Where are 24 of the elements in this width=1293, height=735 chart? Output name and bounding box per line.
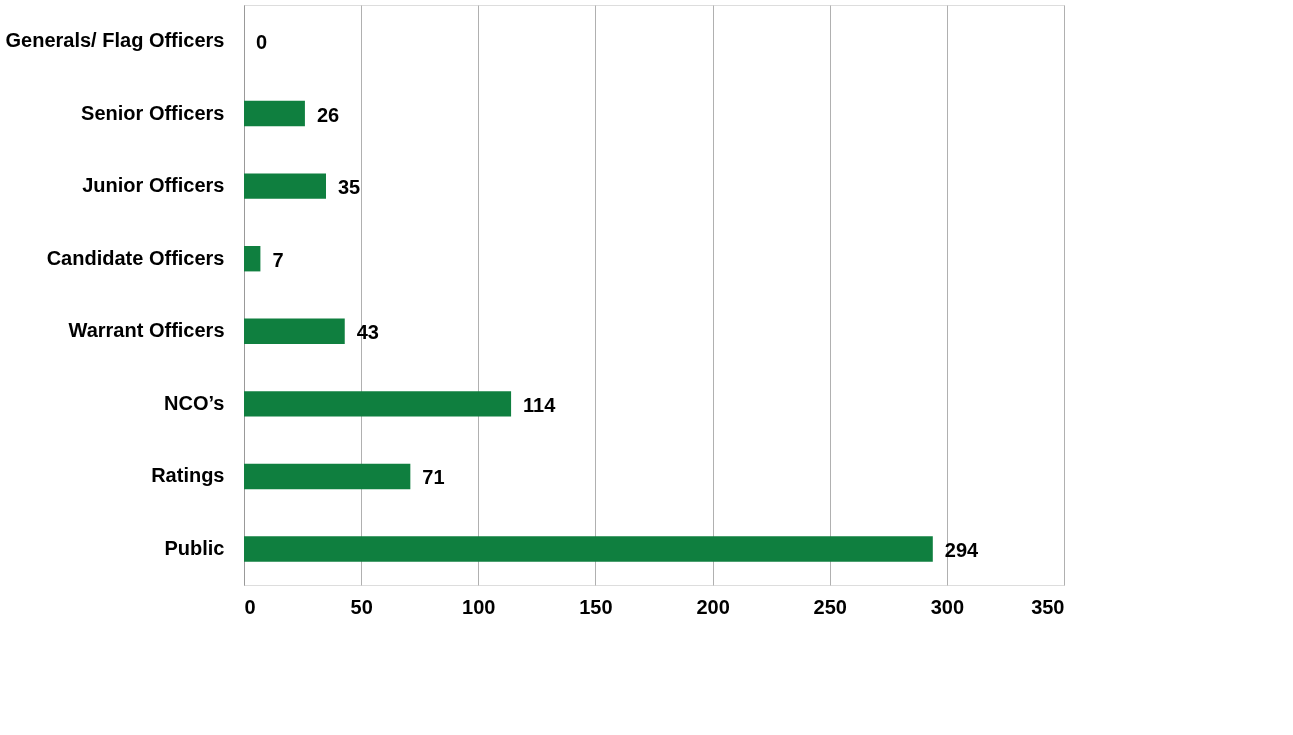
- x-tick-label: 50: [350, 595, 373, 618]
- y-tick-label: Junior Officers: [82, 174, 225, 197]
- data-label: 294: [944, 539, 980, 562]
- x-tick-label: 200: [696, 595, 730, 618]
- data-label: 71: [422, 466, 445, 489]
- y-tick-label: Public: [164, 537, 225, 560]
- y-tick-label: Ratings: [151, 464, 225, 487]
- y-tick-label: Senior Officers: [81, 101, 225, 124]
- x-tick-label: 250: [813, 595, 847, 618]
- x-tick-label: 150: [579, 595, 613, 618]
- y-tick-label: NCO’s: [164, 391, 225, 414]
- data-label: 0: [256, 30, 268, 53]
- data-label: 7: [272, 248, 284, 271]
- y-tick-label: Candidate Officers: [46, 246, 225, 269]
- x-tick-label: 100: [462, 595, 496, 618]
- x-tick-label: 0: [244, 595, 256, 618]
- y-tick-label: Warrant Officers: [68, 319, 225, 342]
- data-label: 43: [356, 321, 379, 344]
- y-tick-label: Generals/ Flag Officers: [5, 28, 225, 51]
- data-label: 35: [338, 176, 361, 199]
- data-label: 26: [316, 103, 340, 126]
- x-tick-label: 350: [1031, 595, 1065, 618]
- data-label: 114: [523, 393, 557, 416]
- x-tick-label: 300: [930, 595, 965, 618]
